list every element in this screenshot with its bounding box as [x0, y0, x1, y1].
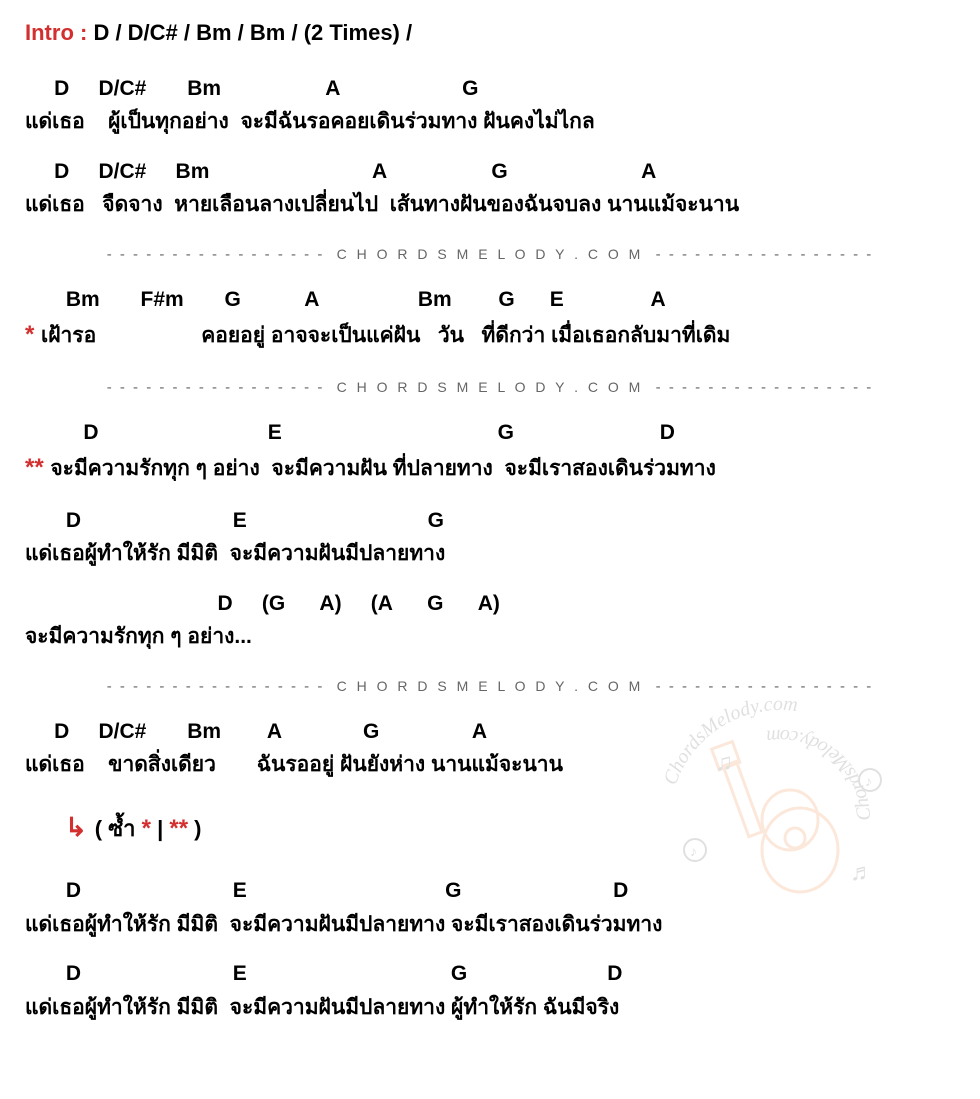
star2-section: D E G D ** จะมีความรักทุก ๆ อย่าง จะมีคว…: [25, 418, 955, 654]
separator: - - - - - - - - - - - - - - - - - C H O …: [25, 379, 955, 396]
chord-row: D E G D: [25, 959, 955, 988]
repeat-star1: *: [142, 815, 151, 842]
lyric-row: แด่เธอผู้ทำให้รัก มีมิติ จะมีความฝันมีปล…: [25, 537, 955, 571]
lyric-row: แด่เธอ ขาดสิ่งเดียว ฉันรออยู่ ฝันยังห่าง…: [25, 748, 955, 782]
lyric-text: เฝ้ารอ คอยอยู่ อาจจะเป็นแค่ฝัน วัน ที่ดี…: [41, 324, 730, 347]
separator-text: C H O R D S M E L O D Y . C O M: [337, 678, 644, 694]
repeat-bar: |: [151, 816, 169, 841]
verse-3: D D/C# Bm A G A แด่เธอ ขาดสิ่งเดียว ฉันร…: [25, 717, 955, 782]
lyric-row: แด่เธอ ผู้เป็นทุกอย่าง จะมีฉันรอคอยเดินร…: [25, 105, 955, 139]
lyric-row: แด่เธอผู้ทำให้รัก มีมิติ จะมีความฝันมีปล…: [25, 908, 955, 942]
chord-row: D E G: [25, 506, 955, 535]
verse-1: D D/C# Bm A G แด่เธอ ผู้เป็นทุกอย่าง จะม…: [25, 74, 955, 222]
repeat-arrow-icon: ↳: [65, 812, 87, 842]
lyric-text: จะมีความรักทุก ๆ อย่าง จะมีความฝัน ที่ปล…: [50, 457, 715, 480]
chord-row: Bm F#m G A Bm G E A: [25, 285, 955, 314]
chord-row: D D/C# Bm A G: [25, 74, 955, 103]
separator: - - - - - - - - - - - - - - - - - C H O …: [25, 246, 955, 263]
star-marker: *: [25, 321, 41, 348]
star-marker: **: [25, 454, 50, 481]
lyric-row: * เฝ้ารอ คอยอยู่ อาจจะเป็นแค่ฝัน วัน ที่…: [25, 316, 955, 354]
lyric-row: จะมีความรักทุก ๆ อย่าง...: [25, 620, 955, 654]
lyric-row: แด่เธอ จืดจาง หายเลือนลางเปลี่ยนไป เส้นท…: [25, 188, 955, 222]
separator: - - - - - - - - - - - - - - - - - C H O …: [25, 678, 955, 695]
intro-chords: D / D/C# / Bm / Bm / (2 Times) /: [93, 20, 412, 45]
chord-row: D D/C# Bm A G A: [25, 717, 955, 746]
separator-text: C H O R D S M E L O D Y . C O M: [337, 379, 644, 395]
lyric-row: แด่เธอผู้ทำให้รัก มีมิติ จะมีความฝันมีปล…: [25, 991, 955, 1025]
lyric-row: ** จะมีความรักทุก ๆ อย่าง จะมีความฝัน ที…: [25, 449, 955, 487]
chord-row: D E G D: [25, 418, 955, 447]
repeat-open: ( ซ้ำ: [95, 816, 142, 841]
star1-section: Bm F#m G A Bm G E A * เฝ้ารอ คอยอยู่ อาจ…: [25, 285, 955, 355]
intro-line: Intro : D / D/C# / Bm / Bm / (2 Times) /: [25, 20, 955, 46]
intro-label: Intro :: [25, 20, 93, 45]
repeat-close: ): [188, 816, 201, 841]
chord-row: D D/C# Bm A G A: [25, 157, 955, 186]
chord-row: D E G D: [25, 876, 955, 905]
chord-row: D (G A) (A G A): [25, 589, 955, 618]
outro-section: D E G D แด่เธอผู้ทำให้รัก มีมิติ จะมีควา…: [25, 876, 955, 1024]
repeat-star2: **: [169, 815, 188, 842]
repeat-instruction: ↳ ( ซ้ำ * | ** ): [65, 811, 955, 846]
separator-text: C H O R D S M E L O D Y . C O M: [337, 246, 644, 262]
